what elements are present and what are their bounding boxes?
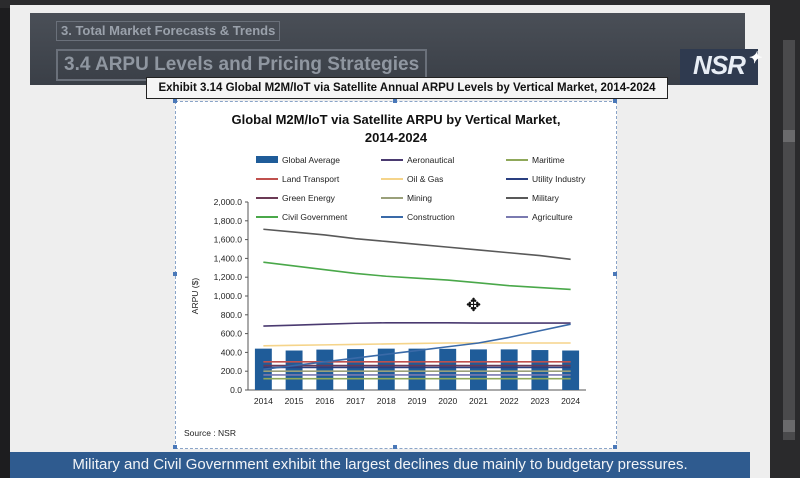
series-line-aeronautical (263, 321, 571, 327)
section-label: 3. Total Market Forecasts & Trends (56, 21, 281, 41)
x-tick-label: 2017 (346, 396, 365, 406)
bar-global-average (377, 348, 395, 390)
bar-global-average (408, 348, 426, 390)
y-tick-label: 1,200.0 (214, 272, 243, 282)
legend-label: Mining (407, 193, 432, 203)
legend-label: Maritime (532, 155, 565, 165)
legend-label: Global Average (282, 155, 340, 165)
bar-global-average (316, 349, 334, 390)
slide-header: 3. Total Market Forecasts & Trends 3.4 A… (30, 13, 761, 85)
nsr-logo: NSR ✦ (680, 49, 761, 85)
logo-star-icon: ✦ (747, 50, 761, 67)
y-tick-label: 200.0 (221, 366, 243, 376)
scroll-up-arrow-icon[interactable] (783, 130, 795, 142)
monitor-bezel (0, 0, 800, 8)
slide: 3. Total Market Forecasts & Trends 3.4 A… (10, 5, 770, 478)
x-tick-label: 2014 (254, 396, 273, 406)
arpu-chart: Global M2M/IoT via Satellite ARPU by Ver… (184, 112, 586, 438)
move-cursor-icon: ✥ (466, 295, 482, 315)
chart-object[interactable]: Global M2M/IoT via Satellite ARPU by Ver… (175, 101, 617, 449)
x-tick-label: 2024 (561, 396, 580, 406)
y-tick-label: 2,000.0 (214, 197, 243, 207)
chart-source: Source : NSR (184, 428, 236, 438)
bar-global-average (285, 350, 303, 390)
bar-global-average (531, 350, 549, 390)
bar-global-average (254, 348, 272, 390)
resize-handle-tl[interactable] (173, 99, 177, 103)
resize-handle-tr[interactable] (613, 99, 617, 103)
bar-global-average (562, 350, 580, 390)
x-tick-label: 2019 (408, 396, 427, 406)
legend-label: Utility Industry (532, 174, 586, 184)
legend-label: Green Energy (282, 193, 336, 203)
y-tick-label: 0.0 (230, 385, 242, 395)
resize-handle-br[interactable] (613, 445, 617, 449)
series-line-civil-government (263, 261, 571, 291)
series-line-oil-gas (263, 342, 571, 347)
y-tick-label: 800.0 (221, 310, 243, 320)
chart-subtitle: 2014-2024 (365, 130, 428, 145)
legend-swatch (256, 156, 278, 163)
bar-global-average (347, 349, 364, 390)
y-tick-label: 1,400.0 (214, 253, 243, 263)
x-tick-label: 2016 (315, 396, 334, 406)
series-line-construction (263, 323, 571, 371)
y-axis-label: ARPU ($) (190, 278, 200, 315)
vertical-scrollbar[interactable] (783, 40, 795, 440)
slide-caption: Military and Civil Government exhibit th… (10, 452, 750, 478)
x-tick-label: 2020 (438, 396, 457, 406)
bar-global-average (439, 348, 457, 390)
legend-label: Construction (407, 212, 455, 222)
y-tick-label: 1,600.0 (214, 235, 243, 245)
resize-handle-b[interactable] (393, 445, 397, 449)
legend-label: Aeronautical (407, 155, 454, 165)
bar-global-average (470, 349, 487, 390)
x-tick-label: 2015 (285, 396, 304, 406)
bar-global-average (500, 349, 518, 390)
x-tick-label: 2018 (377, 396, 396, 406)
legend-label: Oil & Gas (407, 174, 443, 184)
legend-label: Land Transport (282, 174, 340, 184)
x-tick-label: 2022 (500, 396, 519, 406)
resize-handle-bl[interactable] (173, 445, 177, 449)
legend-label: Military (532, 193, 560, 203)
x-tick-label: 2021 (469, 396, 488, 406)
series-line-military (263, 228, 571, 261)
legend-label: Agriculture (532, 212, 573, 222)
scroll-down-arrow-icon[interactable] (783, 420, 795, 432)
exhibit-title: Exhibit 3.14 Global M2M/IoT via Satellit… (146, 77, 668, 99)
legend-label: Civil Government (282, 212, 348, 222)
resize-handle-r[interactable] (613, 272, 617, 276)
y-tick-label: 1,800.0 (214, 216, 243, 226)
y-tick-label: 400.0 (221, 347, 243, 357)
y-tick-label: 600.0 (221, 329, 243, 339)
resize-handle-l[interactable] (173, 272, 177, 276)
logo-text: NSR (693, 50, 746, 80)
y-tick-label: 1,000.0 (214, 291, 243, 301)
x-tick-label: 2023 (530, 396, 549, 406)
resize-handle-t[interactable] (393, 99, 397, 103)
chart-title: Global M2M/IoT via Satellite ARPU by Ver… (232, 112, 561, 127)
